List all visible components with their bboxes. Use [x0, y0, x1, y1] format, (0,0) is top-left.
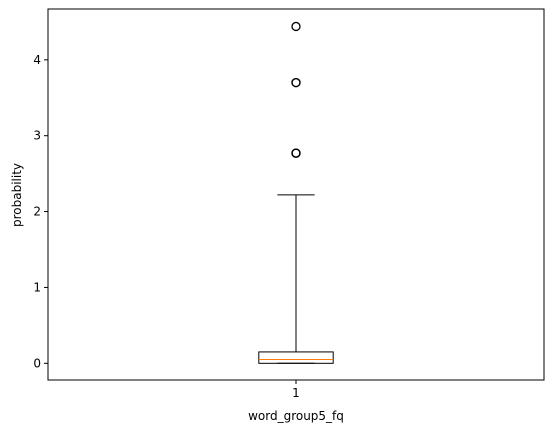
outlier-point — [291, 21, 301, 32]
y-axis-label: probability — [10, 163, 24, 227]
x-axis-ticks: 1 — [292, 380, 300, 400]
box-group — [258, 21, 334, 364]
x-axis-label: word_group5_fq — [248, 409, 344, 423]
y-axis-ticks: 0 1 2 3 4 — [33, 53, 48, 370]
box-iqr — [258, 351, 334, 364]
y-tick-label: 2 — [33, 205, 41, 219]
outlier-point — [291, 77, 301, 88]
outlier-point — [291, 148, 301, 158]
y-tick-label: 3 — [33, 129, 41, 143]
y-tick-label: 1 — [33, 280, 41, 294]
y-tick-label: 4 — [33, 53, 41, 67]
x-tick-label: 1 — [292, 386, 300, 400]
y-tick-label: 0 — [33, 356, 41, 370]
